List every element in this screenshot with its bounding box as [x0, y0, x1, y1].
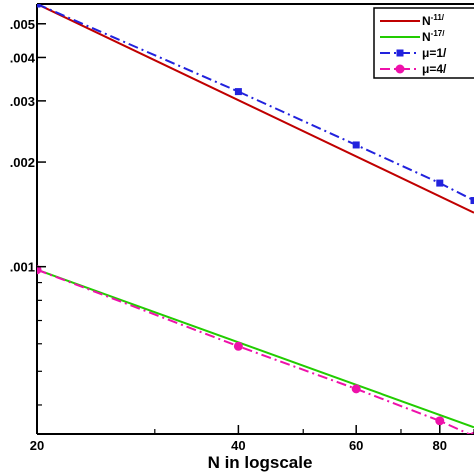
series-0-line: [37, 4, 474, 214]
y-tick-label-1: .004: [10, 50, 36, 65]
series-2-point-1: [234, 88, 242, 96]
legend: N-11/N-17/μ=1/μ=4/: [373, 7, 474, 79]
series-3-point-1: [233, 341, 243, 351]
series-2-point-4: [470, 197, 474, 205]
series-3: [37, 265, 474, 434]
y-tick-label-3: .002: [10, 155, 35, 170]
series-2-point-2: [352, 141, 360, 149]
series-group: [37, 4, 474, 434]
x-tick-label-0: 20: [30, 438, 44, 453]
y-tick-label-0: .005: [10, 17, 35, 32]
x-axis-title: N in logscale: [208, 453, 313, 472]
legend-label-2: μ=1/: [422, 46, 447, 60]
legend-box: [373, 7, 474, 79]
series-2-point-3: [436, 179, 444, 187]
series-1: [37, 268, 474, 429]
ticks-group: .005 .004 .003 .002 .001 20 40 60 80: [10, 17, 474, 453]
series-3-point-0: [37, 265, 42, 275]
legend-label-0: N-11/: [422, 13, 445, 28]
x-tick-label-3: 80: [433, 438, 447, 453]
y-tick-label-4: .001: [10, 260, 35, 275]
series-3-point-3: [435, 416, 445, 426]
y-tick-label-2: .003: [10, 94, 35, 109]
legend-label-3: μ=4/: [422, 62, 447, 76]
x-tick-label-1: 40: [231, 438, 245, 453]
legend-label-1: N-17/: [422, 29, 445, 44]
series-2-point-0: [37, 4, 41, 8]
series-3-line: [37, 268, 472, 434]
legend-marker-3: [395, 64, 405, 74]
series-3-point-2: [351, 384, 361, 394]
series-0: [37, 4, 474, 214]
series-2: [37, 4, 474, 205]
series-1-line: [37, 268, 474, 429]
x-tick-label-2: 60: [349, 438, 363, 453]
legend-marker-2: [396, 49, 404, 57]
series-3-point-4: [470, 431, 474, 434]
